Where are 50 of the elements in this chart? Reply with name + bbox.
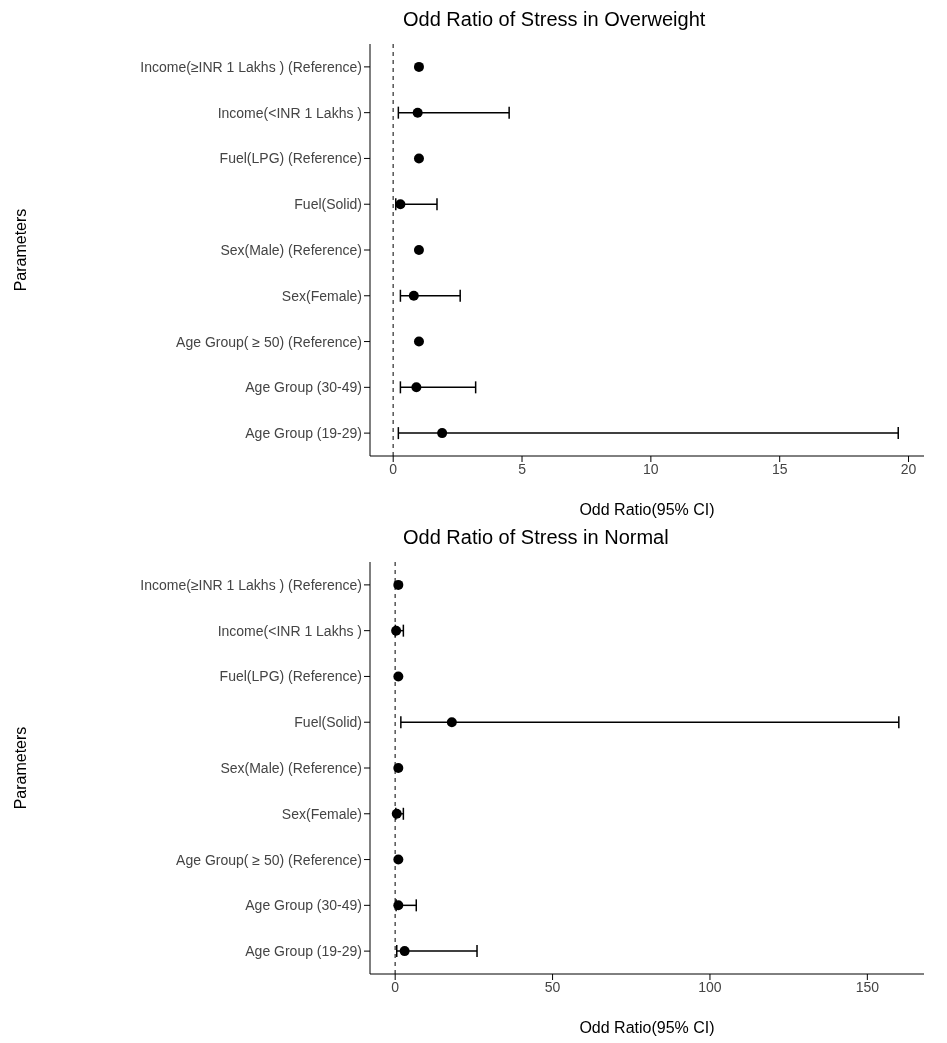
y-tick-label: Fuel(LPG) (Reference) — [219, 150, 362, 167]
x-tick-label: 0 — [389, 460, 398, 477]
chart-title: Odd Ratio of Stress in Normal — [403, 526, 670, 550]
y-tick-label: Sex(Female) — [281, 287, 362, 304]
x-tick-label: 10 — [643, 460, 659, 477]
point — [393, 671, 404, 682]
y-tick-label: Fuel(Solid) — [294, 196, 362, 213]
y-axis-title: Parameters — [11, 726, 29, 810]
x-tick-label: 50 — [544, 978, 561, 995]
x-tick-label: 5 — [518, 460, 527, 477]
y-tick-label: Sex(Female) — [281, 805, 362, 822]
y-tick-label: Age Group( ≥ 50) (Reference) — [176, 333, 362, 350]
point — [412, 107, 423, 118]
point — [395, 199, 406, 210]
y-tick-label: Age Group (30-49) — [245, 897, 362, 914]
y-tick-label: Income(<INR 1 Lakhs ) — [217, 104, 362, 121]
point — [399, 946, 410, 957]
y-tick-label: Age Group (19-29) — [245, 943, 362, 960]
y-tick-label: Sex(Male) (Reference) — [220, 241, 362, 258]
point — [391, 808, 402, 819]
y-tick-label: Sex(Male) (Reference) — [220, 759, 362, 776]
x-tick-label: 150 — [855, 978, 880, 995]
point — [393, 854, 404, 865]
y-tick-label: Age Group (30-49) — [245, 379, 362, 396]
point — [393, 763, 404, 773]
point — [413, 61, 424, 72]
point — [413, 153, 424, 164]
point — [437, 428, 448, 439]
point — [446, 717, 457, 728]
point — [393, 579, 404, 590]
y-tick-label: Income(<INR 1 Lakhs ) — [217, 622, 362, 639]
point — [411, 382, 422, 393]
x-tick-label: 0 — [391, 978, 400, 995]
y-axis-title: Parameters — [11, 208, 29, 292]
y-tick-label: Age Group( ≥ 50) (Reference) — [176, 851, 362, 868]
x-axis-title: Odd Ratio(95% CI) — [579, 501, 715, 519]
y-tick-label: Income(≥INR 1 Lakhs ) (Reference) — [140, 576, 362, 593]
y-tick-label: Age Group (19-29) — [245, 425, 362, 442]
chart-title: Odd Ratio of Stress in Overweight — [403, 8, 707, 32]
point — [393, 900, 404, 911]
x-axis-title: Odd Ratio(95% CI) — [579, 1019, 715, 1037]
x-tick-label: 100 — [698, 978, 722, 995]
x-tick-label: 15 — [771, 460, 788, 477]
y-tick-label: Fuel(Solid) — [294, 714, 362, 731]
x-tick-label: 20 — [900, 460, 917, 477]
point — [413, 336, 424, 347]
point — [413, 245, 424, 255]
point — [408, 290, 419, 301]
y-tick-label: Income(≥INR 1 Lakhs ) (Reference) — [140, 58, 362, 75]
y-tick-label: Fuel(LPG) (Reference) — [219, 668, 362, 685]
